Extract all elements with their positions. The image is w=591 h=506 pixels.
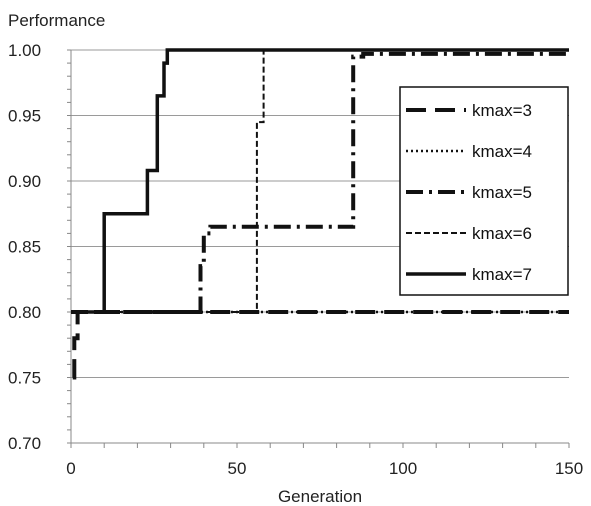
legend-label: kmax=6 bbox=[472, 224, 532, 243]
legend-label: kmax=5 bbox=[472, 183, 532, 202]
series-line-kmax-7 bbox=[71, 48, 569, 314]
legend-label: kmax=3 bbox=[472, 101, 532, 120]
legend: kmax=3 kmax=4 kmax=5 kmax=6 kmax=7 bbox=[399, 86, 569, 296]
y-tick-label: 0.90 bbox=[8, 172, 41, 191]
legend-label: kmax=4 bbox=[472, 142, 532, 161]
y-tick-label: 0.80 bbox=[8, 303, 41, 322]
legend-label: kmax=7 bbox=[472, 265, 532, 284]
y-axis-title: Performance bbox=[8, 11, 105, 30]
legend-box bbox=[399, 86, 569, 296]
x-tick-label: 50 bbox=[228, 459, 247, 478]
series-line-kmax-5 bbox=[71, 51, 569, 314]
x-tick-label: 100 bbox=[389, 459, 417, 478]
y-tick-label: 0.70 bbox=[8, 434, 41, 453]
x-tick-label: 0 bbox=[66, 459, 75, 478]
x-axis-title: Generation bbox=[278, 487, 362, 506]
series-layer bbox=[71, 48, 569, 380]
tick-labels: 0.70 0.75 0.80 0.85 0.90 0.95 1.00 0 50 100 150 bbox=[8, 41, 583, 478]
y-tick-label: 1.00 bbox=[8, 41, 41, 60]
y-tick-label: 0.95 bbox=[8, 107, 41, 126]
y-tick-label: 0.75 bbox=[8, 369, 41, 388]
minor-ticks bbox=[67, 49, 570, 448]
x-tick-label: 150 bbox=[555, 459, 583, 478]
y-tick-label: 0.85 bbox=[8, 238, 41, 257]
series-line-kmax-3 bbox=[72, 310, 569, 380]
